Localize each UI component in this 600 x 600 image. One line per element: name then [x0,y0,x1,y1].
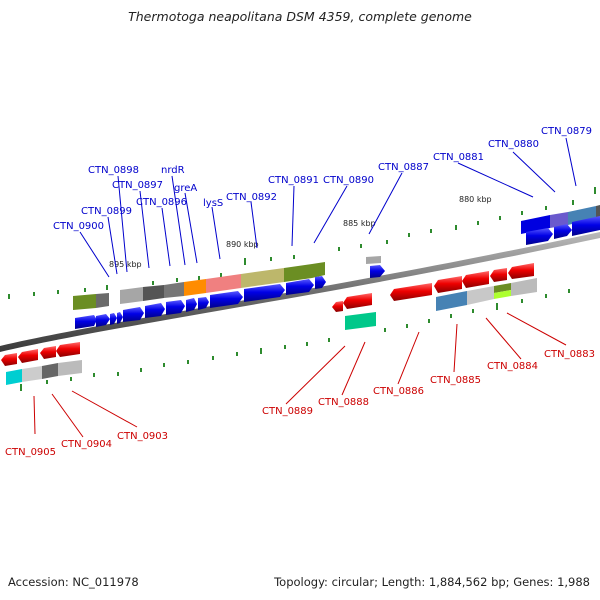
gene-label-CTN_0897[interactable]: CTN_0897 [112,180,163,191]
gene-label-CTN_0879[interactable]: CTN_0879 [541,126,592,137]
gene-CTN_0903 [56,342,80,357]
gene-label-CTN_0892[interactable]: CTN_0892 [226,192,277,203]
reverse-genes [1,263,534,366]
gene-CTN_0900 [75,315,97,329]
gene-label-lysS[interactable]: lysS [203,198,223,209]
forward-leaders [79,137,577,278]
gene-CTN_0879 [572,216,600,236]
gene-CTN_0888 [343,293,372,309]
gene-nrdR [166,300,185,315]
gene-label-CTN_0898[interactable]: CTN_0898 [88,165,139,176]
gene-CTN_0904 [40,346,56,359]
gene-label-CTN_0889[interactable]: CTN_0889 [262,406,313,417]
gene-label-CTN_0904[interactable]: CTN_0904 [61,439,112,450]
gene-label-CTN_0881[interactable]: CTN_0881 [433,152,484,163]
gene-CTN_0883 [508,263,534,279]
gene-CTN_0881 [526,228,553,245]
gene-label-CTN_0885[interactable]: CTN_0885 [430,375,481,386]
gene-label-CTN_0887[interactable]: CTN_0887 [378,162,429,173]
scale-label-890: 890 kbp [226,240,259,249]
gene-label-CTN_0903[interactable]: CTN_0903 [117,431,168,442]
gene-label-CTN_0886[interactable]: CTN_0886 [373,386,424,397]
gene-CTN_0905 [18,349,38,363]
gene-label-CTN_0888[interactable]: CTN_0888 [318,397,369,408]
gene-lysS-b [198,297,209,310]
gene-label-greA[interactable]: greA [174,183,197,194]
gene-CTN_0890b [315,276,326,289]
gene-CTN_0884 [490,268,507,282]
map-title: Thermotoga neapolitana DSM 4359, complet… [128,9,472,24]
gene-CTN_0896 [123,307,144,322]
gene-label-CTN_0896[interactable]: CTN_0896 [136,197,187,208]
gene-CTN_0880 [554,224,572,239]
gene-label-CTN_0891[interactable]: CTN_0891 [268,175,319,186]
gene-CTN_0889 [332,301,343,312]
accession-text: Accession: NC_011978 [8,575,139,589]
gene-CTN_0886 [390,283,432,301]
gene-CTN_0885 [434,276,462,293]
gene-label-CTN_0905[interactable]: CTN_0905 [5,447,56,458]
gene-label-CTN_0890[interactable]: CTN_0890 [323,175,374,186]
gene-CTN_0890 [286,279,314,295]
genome-summary-text: Topology: circular; Length: 1,884,562 bp… [274,575,590,589]
gene-CTN_0897 [117,312,123,324]
gene-label-CTN_0899[interactable]: CTN_0899 [81,206,132,217]
gene-CTN_0898 [110,313,117,325]
gene-CTN_0891 [244,284,285,302]
scale-label-895: 895 kbp [109,260,142,269]
forward-genes [75,216,600,329]
reverse-cog-band [6,278,537,385]
tick-marks [8,187,596,391]
gene-greA [145,303,165,318]
gene-label-CTN_0900[interactable]: CTN_0900 [53,221,104,232]
gene-CTN_0892 [210,291,243,308]
gene-CTN_0905a [1,353,17,366]
gene-CTN_0887 [370,265,385,278]
gene-label-CTN_0883[interactable]: CTN_0883 [544,349,595,360]
gene-CTN_0899 [96,314,110,327]
reverse-leaders [33,312,567,438]
scale-label-880: 880 kbp [459,195,492,204]
gene-CTN_0885b [462,271,489,288]
gene-lysS-a [186,298,197,312]
gene-label-nrdR[interactable]: nrdR [161,165,185,176]
scale-label-885: 885 kbp [343,219,376,228]
gene-label-CTN_0880[interactable]: CTN_0880 [488,139,539,150]
gene-label-CTN_0884[interactable]: CTN_0884 [487,361,538,372]
